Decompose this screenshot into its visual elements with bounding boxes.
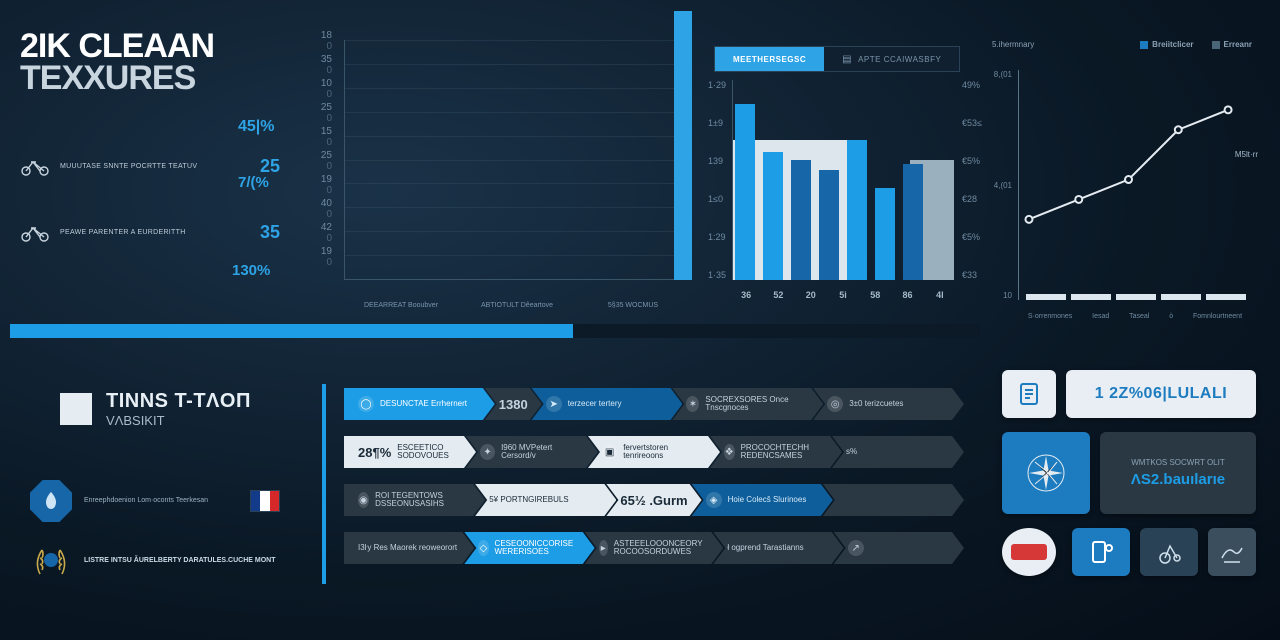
card-info[interactable]: WMTKOS SOCWRT OLIT ΛS2.bauılarıe — [1100, 432, 1256, 514]
ribbon-segment[interactable]: ❖PROCOCHTECHH REDENCSAMES — [710, 436, 842, 468]
laurel-badge-icon — [30, 540, 72, 582]
ribbon-segment[interactable]: 5¥ PORTNGIREBULS — [475, 484, 616, 516]
ribbon-segment[interactable]: ➤terzecer tertery — [532, 388, 683, 420]
ribbon-segment[interactable]: ↗ — [834, 532, 964, 564]
stat-pct-1: 45|% — [238, 118, 275, 136]
card-icon-2[interactable] — [1140, 528, 1198, 576]
stat-row-2-num: 35 — [260, 222, 280, 243]
ribbon-segment[interactable]: ◯DESUNCTAE Errhernert — [344, 388, 495, 420]
ribbon-segment[interactable]: ◈Hoie Colecš Slurinoes — [692, 484, 833, 516]
chart3-legend: Breiitclicer Erreanr — [1140, 40, 1252, 49]
stat-row-1: MUUUTASE SNNTE POCRTTE TEATUV 25 — [20, 156, 280, 177]
card-info-line2: ΛS2.bauılarıe — [1131, 471, 1225, 488]
main-title: 2IK CLEAAN TEXXURES — [20, 30, 214, 95]
ribbon-segment[interactable]: ◇CESEOONICCORISE WERERISOES — [464, 532, 594, 564]
ribbon-segment[interactable]: ▸ASTEEELOOONCEORY ROCOOSORDUWES — [585, 532, 724, 564]
ribbon-segment[interactable]: ✶SOCREXSORES Once Tnscgnoces — [672, 388, 823, 420]
ribbon-row: ◯DESUNCTAE Errhernert1380➤terzecer terte… — [344, 388, 964, 420]
card-flag-circle[interactable] — [1002, 528, 1056, 576]
section-line1: TINNS T-TΛOΠ — [106, 390, 251, 413]
tab-inactive[interactable]: ▤APTE CCAIWASBFY — [824, 47, 959, 71]
ribbon-segment[interactable] — [823, 484, 964, 516]
stat-row-2: PEAWE PARENTER A EURDERITTH 35 — [20, 222, 280, 243]
chart-tabs: MEETHERSEGSC ▤APTE CCAIWASBFY — [714, 46, 960, 72]
chart-main-bars: 18 035 010 025 015 025 019 040 042 019 0… — [320, 30, 690, 310]
octagon-badge-icon — [30, 480, 72, 522]
card-icon-3[interactable] — [1208, 528, 1256, 576]
ribbon-segment[interactable]: ✦I960 MVPetert Cersord/v — [466, 436, 598, 468]
bike-icon — [20, 224, 50, 242]
card-icon-1[interactable] — [1072, 528, 1130, 576]
section-line2: VΛBSIKIT — [106, 413, 251, 428]
badge-row-2: LISTRE INTSU ǍURELBERTY DARATULES.CUCHE … — [30, 540, 275, 582]
card-info-line1: WMTKOS SOCWRT OLIT — [1131, 458, 1224, 467]
ribbon-segment[interactable]: ◎3±0 terizcuetes — [813, 388, 964, 420]
bike-icon — [20, 158, 50, 176]
vertical-accent-bar — [322, 384, 326, 584]
badge-1-text: Enreephdoenion Lom·oconts Teerkesan — [84, 497, 208, 505]
stat-row-1-label: MUUUTASE SNNTE POCRTTE TEATUV — [60, 163, 197, 170]
badge-2-text: LISTRE INTSU ǍURELBERTY DARATULES.CUCHE … — [84, 557, 275, 565]
ribbon-segment[interactable]: I3ŀy Res Maorek reoweorort — [344, 532, 474, 564]
progress-bar — [10, 324, 980, 338]
chart-combo: 5.ihermnary Breiitclicer Erreanr 8,(014,… — [992, 50, 1262, 330]
ribbon-segment[interactable]: s% — [832, 436, 964, 468]
ribbon-segment[interactable]: ł ogprend Tarastianns — [713, 532, 843, 564]
title-line1: 2IK CLEAAN — [20, 30, 214, 62]
card-compass[interactable] — [1002, 432, 1090, 514]
title-line2: TEXXURES — [20, 62, 214, 94]
section-icon — [60, 393, 92, 425]
ribbon-row: ◉ROI TEGENTOWS DSSEONUSASIHS5¥ PORTNGIRE… — [344, 484, 964, 516]
chart-secondary-bars: 1·291±91391≤01:291·35 49%€53≤€5%€28€5%€3… — [714, 80, 954, 310]
tab-active[interactable]: MEETHERSEGSC — [715, 47, 824, 71]
stat-row-1-num: 25 — [260, 156, 280, 177]
ribbon-row: 28¶%ESCEETICO SODOVOUES✦I960 MVPetert Ce… — [344, 436, 964, 468]
ribbon-segment[interactable]: 65½ .Gurm — [606, 484, 701, 516]
ribbon-segment[interactable]: ▣fervertstoren tenrireoons — [588, 436, 720, 468]
card-document[interactable] — [1002, 370, 1056, 418]
stat-pct-3: 130% — [232, 262, 270, 279]
badge-row-1: Enreephdoenion Lom·oconts Teerkesan — [30, 480, 280, 522]
section-title: TINNS T-TΛOΠ VΛBSIKIT — [60, 390, 251, 428]
chart3-title: 5.ihermnary — [992, 40, 1034, 49]
ribbon-segment[interactable]: 28¶%ESCEETICO SODOVOUES — [344, 436, 476, 468]
stat-row-2-label: PEAWE PARENTER A EURDERITTH — [60, 229, 186, 236]
card-metric-label[interactable]: 1 2Z%06|LULALI — [1066, 370, 1256, 418]
france-flag-icon — [250, 490, 280, 512]
ribbon-segment[interactable]: ◉ROI TEGENTOWS DSSEONUSASIHS — [344, 484, 485, 516]
ribbon-row: I3ŀy Res Maorek reoweorort◇CESEOONICCORI… — [344, 532, 964, 564]
